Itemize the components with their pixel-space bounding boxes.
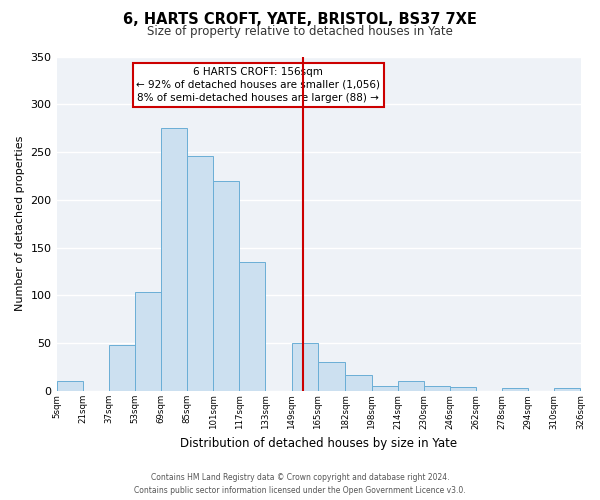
Text: 6, HARTS CROFT, YATE, BRISTOL, BS37 7XE: 6, HARTS CROFT, YATE, BRISTOL, BS37 7XE xyxy=(123,12,477,28)
Bar xyxy=(371,386,398,391)
Bar xyxy=(318,362,346,391)
Bar xyxy=(135,292,161,391)
Text: Contains HM Land Registry data © Crown copyright and database right 2024.
Contai: Contains HM Land Registry data © Crown c… xyxy=(134,474,466,495)
Bar xyxy=(398,382,424,391)
Bar xyxy=(346,375,371,391)
Bar xyxy=(187,156,213,391)
Bar xyxy=(502,388,528,391)
Y-axis label: Number of detached properties: Number of detached properties xyxy=(15,136,25,312)
Bar xyxy=(239,262,265,391)
Bar xyxy=(213,180,239,391)
Bar xyxy=(161,128,187,391)
Bar xyxy=(292,343,318,391)
Bar xyxy=(109,345,135,391)
Bar xyxy=(450,387,476,391)
Text: 6 HARTS CROFT: 156sqm
← 92% of detached houses are smaller (1,056)
8% of semi-de: 6 HARTS CROFT: 156sqm ← 92% of detached … xyxy=(136,66,380,103)
X-axis label: Distribution of detached houses by size in Yate: Distribution of detached houses by size … xyxy=(180,437,457,450)
Bar xyxy=(424,386,450,391)
Bar xyxy=(56,382,83,391)
Bar xyxy=(554,388,580,391)
Text: Size of property relative to detached houses in Yate: Size of property relative to detached ho… xyxy=(147,25,453,38)
